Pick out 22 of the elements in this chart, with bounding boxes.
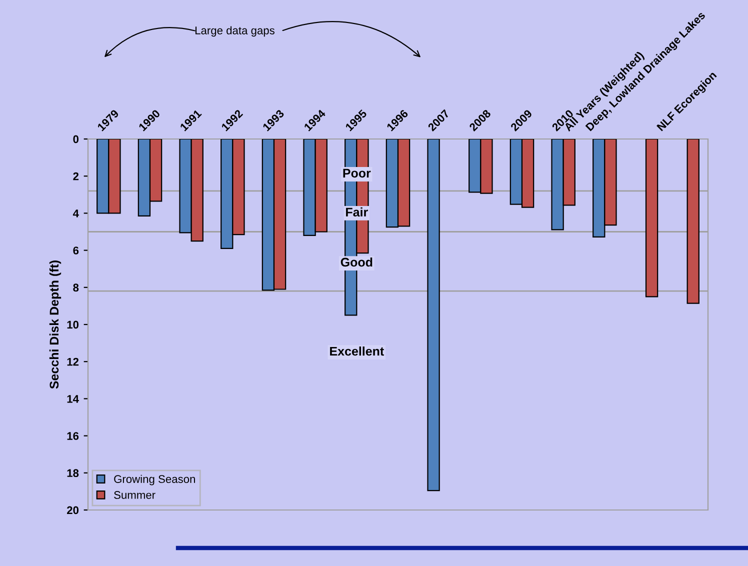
y-tick-label: 20	[67, 506, 79, 514]
annotation: Poor	[343, 168, 371, 178]
y-tick-label: 18	[67, 469, 79, 478]
y-tick-label: 4	[72, 210, 79, 218]
bar	[645, 139, 658, 298]
y-tick-label: 16	[67, 432, 79, 440]
y-tick-label: 14	[67, 395, 79, 403]
annotation: Fair	[346, 207, 368, 217]
y-tick-label: 8	[73, 284, 79, 292]
annotation: Good	[340, 257, 372, 267]
text: Large data gaps	[195, 26, 274, 37]
y-tick-label: 10	[67, 320, 79, 329]
bar	[427, 139, 440, 492]
legend-label: Growing Season	[114, 474, 195, 486]
legend-label: Summer	[114, 491, 156, 499]
y-tick-label: 12	[67, 358, 79, 366]
y-tick-label: 2	[73, 172, 79, 180]
bar	[686, 139, 700, 304]
y-tick-label: 0	[73, 135, 79, 144]
y-axis-title: Secchi Disk Depth (ft)	[49, 260, 62, 389]
y-tick-label: 6	[73, 246, 79, 254]
annotation: Excellent	[330, 346, 384, 356]
